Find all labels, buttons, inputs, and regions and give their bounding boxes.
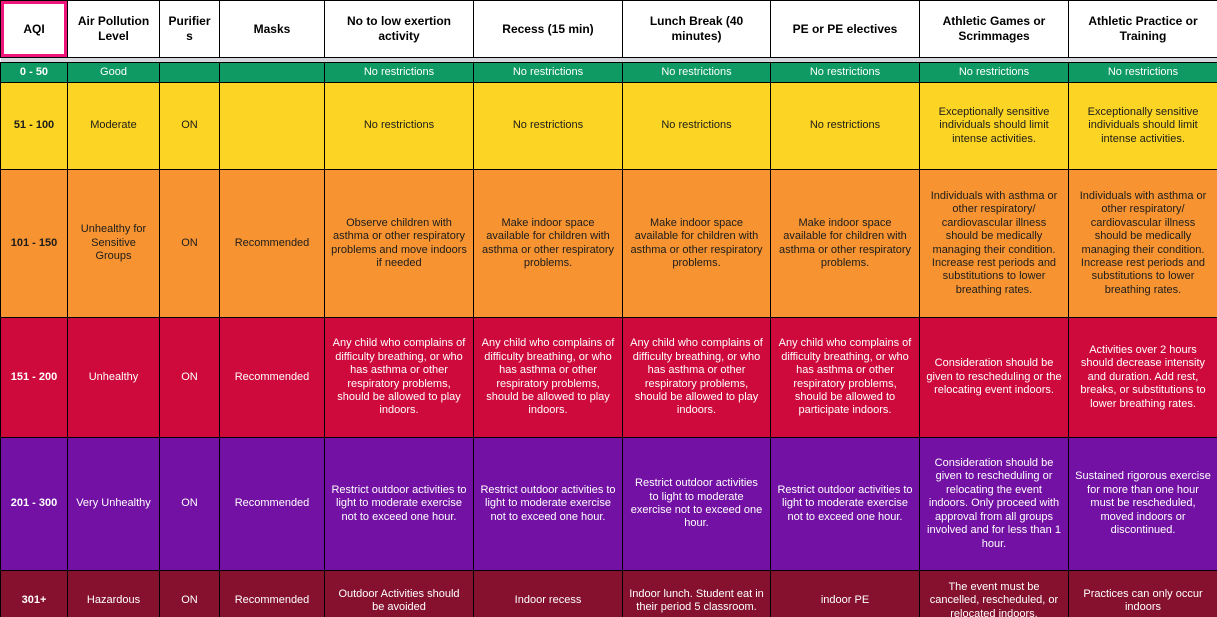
column-header-air-pollution-level[interactable]: Air Pollution Level xyxy=(67,0,160,58)
cell-usg-lunch-break[interactable]: Make indoor space available for children… xyxy=(622,169,771,318)
cell-moderate-athletic-games[interactable]: Exceptionally sensitive individuals shou… xyxy=(919,82,1069,170)
cell-unhealthy-no-low-exertion[interactable]: Any child who complains of difficulty br… xyxy=(324,317,474,438)
cell-very-unhealthy-aqi-range[interactable]: 201 - 300 xyxy=(0,437,68,571)
cell-unhealthy-masks[interactable]: Recommended xyxy=(219,317,325,438)
cell-good-aqi-range[interactable]: 0 - 50 xyxy=(0,62,68,83)
cell-usg-pollution-level[interactable]: Unhealthy for Sensitive Groups xyxy=(67,169,160,318)
cell-very-unhealthy-masks[interactable]: Recommended xyxy=(219,437,325,571)
cell-usg-pe[interactable]: Make indoor space available for children… xyxy=(770,169,920,318)
hidden-rows-indicator[interactable] xyxy=(0,57,1217,63)
cell-very-unhealthy-purifiers[interactable]: ON xyxy=(159,437,220,571)
cell-good-athletic-games[interactable]: No restrictions xyxy=(919,62,1069,83)
cell-usg-aqi-range[interactable]: 101 - 150 xyxy=(0,169,68,318)
cell-unhealthy-athletic-practice[interactable]: Activities over 2 hours should decrease … xyxy=(1068,317,1217,438)
cell-unhealthy-athletic-games[interactable]: Consideration should be given to resched… xyxy=(919,317,1069,438)
cell-good-pollution-level[interactable]: Good xyxy=(67,62,160,83)
column-header-aqi selected-cell[interactable]: AQI xyxy=(0,0,68,58)
cell-moderate-no-low-exertion[interactable]: No restrictions xyxy=(324,82,474,170)
column-header-pe[interactable]: PE or PE electives xyxy=(770,0,920,58)
column-header-recess[interactable]: Recess (15 min) xyxy=(473,0,623,58)
column-header-lunch-break[interactable]: Lunch Break (40 minutes) xyxy=(622,0,771,58)
cell-moderate-masks[interactable] xyxy=(219,82,325,170)
cell-hazardous-no-low-exertion[interactable]: Outdoor Activities should be avoided xyxy=(324,570,474,617)
cell-moderate-pe[interactable]: No restrictions xyxy=(770,82,920,170)
cell-very-unhealthy-pollution-level[interactable]: Very Unhealthy xyxy=(67,437,160,571)
column-header-athletic-practice[interactable]: Athletic Practice or Training xyxy=(1068,0,1217,58)
cell-hazardous-purifiers[interactable]: ON xyxy=(159,570,220,617)
row-unhealthy: 151 - 200 Unhealthy ON Recommended Any child… xyxy=(0,317,1217,438)
cell-unhealthy-aqi-range[interactable]: 151 - 200 xyxy=(0,317,68,438)
column-header-no-low-exertion[interactable]: No to low exertion activity xyxy=(324,0,474,58)
header-row: AQI Air Pollution Level Purifiers Masks … xyxy=(0,0,1217,58)
cell-good-athletic-practice[interactable]: No restrictions xyxy=(1068,62,1217,83)
cell-usg-recess[interactable]: Make indoor space available for children… xyxy=(473,169,623,318)
cell-hazardous-masks[interactable]: Recommended xyxy=(219,570,325,617)
column-header-purifiers[interactable]: Purifiers xyxy=(159,0,220,58)
cell-hazardous-pollution-level[interactable]: Hazardous xyxy=(67,570,160,617)
cell-moderate-purifiers[interactable]: ON xyxy=(159,82,220,170)
cell-hazardous-athletic-practice[interactable]: Practices can only occur indoors xyxy=(1068,570,1217,617)
cell-moderate-recess[interactable]: No restrictions xyxy=(473,82,623,170)
cell-good-pe[interactable]: No restrictions xyxy=(770,62,920,83)
cell-usg-athletic-practice[interactable]: Individuals with asthma or other respira… xyxy=(1068,169,1217,318)
cell-unhealthy-recess[interactable]: Any child who complains of difficulty br… xyxy=(473,317,623,438)
cell-very-unhealthy-recess[interactable]: Restrict outdoor activities to light to … xyxy=(473,437,623,571)
cell-very-unhealthy-lunch-break[interactable]: Restrict outdoor activities to light to … xyxy=(622,437,771,571)
cell-moderate-athletic-practice[interactable]: Exceptionally sensitive individuals shou… xyxy=(1068,82,1217,170)
row-moderate: 51 - 100 Moderate ON No restrictions No rest… xyxy=(0,82,1217,170)
cell-unhealthy-pollution-level[interactable]: Unhealthy xyxy=(67,317,160,438)
row-very-unhealthy: 201 - 300 Very Unhealthy ON Recommended Rest… xyxy=(0,437,1217,571)
cell-hazardous-lunch-break[interactable]: Indoor lunch. Student eat in their perio… xyxy=(622,570,771,617)
cell-good-masks[interactable] xyxy=(219,62,325,83)
cell-unhealthy-lunch-break[interactable]: Any child who complains of difficulty br… xyxy=(622,317,771,438)
cell-good-purifiers[interactable] xyxy=(159,62,220,83)
cell-very-unhealthy-athletic-games[interactable]: Consideration should be given to resched… xyxy=(919,437,1069,571)
cell-hazardous-recess[interactable]: Indoor recess xyxy=(473,570,623,617)
cell-hazardous-pe[interactable]: indoor PE xyxy=(770,570,920,617)
cell-very-unhealthy-pe[interactable]: Restrict outdoor activities to light to … xyxy=(770,437,920,571)
cell-good-no-low-exertion[interactable]: No restrictions xyxy=(324,62,474,83)
cell-good-recess[interactable]: No restrictions xyxy=(473,62,623,83)
cell-unhealthy-pe[interactable]: Any child who complains of difficulty br… xyxy=(770,317,920,438)
cell-very-unhealthy-athletic-practice[interactable]: Sustained rigorous exercise for more tha… xyxy=(1068,437,1217,571)
row-usg: 101 - 150 Unhealthy for Sensitive Groups O… xyxy=(0,169,1217,318)
cell-usg-masks[interactable]: Recommended xyxy=(219,169,325,318)
cell-hazardous-aqi-range[interactable]: 301+ xyxy=(0,570,68,617)
cell-moderate-pollution-level[interactable]: Moderate xyxy=(67,82,160,170)
cell-usg-athletic-games[interactable]: Individuals with asthma or other respira… xyxy=(919,169,1069,318)
hidden-rows-strip[interactable] xyxy=(0,57,1217,63)
cell-moderate-aqi-range[interactable]: 51 - 100 xyxy=(0,82,68,170)
cell-usg-no-low-exertion[interactable]: Observe children with asthma or other re… xyxy=(324,169,474,318)
cell-usg-purifiers[interactable]: ON xyxy=(159,169,220,318)
cell-unhealthy-purifiers[interactable]: ON xyxy=(159,317,220,438)
column-header-masks[interactable]: Masks xyxy=(219,0,325,58)
row-hazardous: 301+ Hazardous ON Recommended Outdoor Activi… xyxy=(0,570,1217,617)
cell-good-lunch-break[interactable]: No restrictions xyxy=(622,62,771,83)
cell-hazardous-athletic-games[interactable]: The event must be cancelled, rescheduled… xyxy=(919,570,1069,617)
cell-very-unhealthy-no-low-exertion[interactable]: Restrict outdoor activities to light to … xyxy=(324,437,474,571)
cell-moderate-lunch-break[interactable]: No restrictions xyxy=(622,82,771,170)
column-header-athletic-games[interactable]: Athletic Games or Scrimmages xyxy=(919,0,1069,58)
row-good: 0 - 50 Good No restrictions No restrictions… xyxy=(0,62,1217,83)
